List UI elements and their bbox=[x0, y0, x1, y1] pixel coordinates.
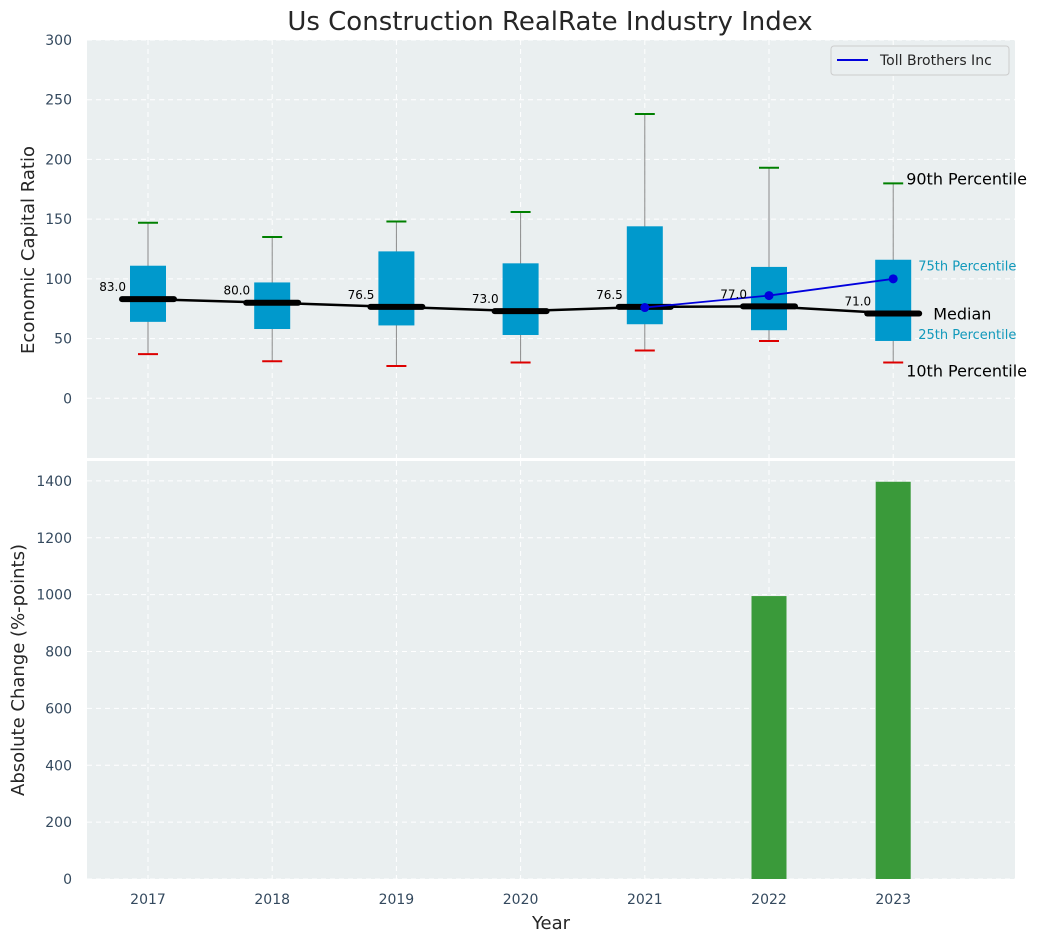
legend-box bbox=[830, 45, 1010, 76]
series-point bbox=[888, 274, 898, 284]
top-y-tick-label: 300 bbox=[45, 33, 72, 49]
iqr-box bbox=[130, 265, 166, 322]
median-line bbox=[147, 297, 894, 315]
top-y-tick-label: 100 bbox=[45, 272, 72, 288]
x-axis-title: Year bbox=[531, 913, 571, 934]
x-tick-label: 2017 bbox=[130, 892, 166, 908]
change-bars bbox=[751, 481, 911, 879]
x-tick-labels: 2017 2018 2019 2020 2021 2022 2023 bbox=[130, 892, 911, 908]
bottom-y-tick-label: 800 bbox=[45, 645, 72, 661]
top-y-tick-label: 150 bbox=[45, 212, 72, 228]
bottom-y-tick-labels: 0 200 400 600 800 1000 1200 1400 bbox=[36, 474, 72, 888]
top-panel-background bbox=[87, 40, 1015, 458]
bottom-y-tick-label: 0 bbox=[63, 872, 72, 888]
x-tick-label: 2023 bbox=[875, 892, 911, 908]
bottom-y-tick-label: 1000 bbox=[36, 588, 72, 604]
chart-title: Us Construction RealRate Industry Index bbox=[287, 7, 812, 37]
change-bar bbox=[875, 481, 911, 879]
median-value-label: 73.0 bbox=[472, 292, 499, 306]
median-value-label: 77.0 bbox=[720, 287, 747, 301]
median-value-label: 76.5 bbox=[596, 288, 623, 302]
iqr-box bbox=[875, 259, 912, 341]
bottom-y-axis-title: Absolute Change (%-points) bbox=[8, 544, 29, 796]
bottom-y-tick-label: 1200 bbox=[36, 531, 72, 547]
top-y-tick-label: 200 bbox=[45, 152, 72, 168]
x-tick-label: 2021 bbox=[627, 892, 663, 908]
annotation-p25: 25th Percentile bbox=[918, 328, 1016, 343]
series-point bbox=[764, 291, 774, 301]
x-tick-label: 2020 bbox=[503, 892, 539, 908]
top-y-tick-labels: 0 50 100 150 200 250 300 bbox=[45, 33, 72, 407]
legend-label: Toll Brothers Inc bbox=[879, 53, 992, 69]
iqr-box bbox=[502, 263, 539, 335]
bottom-y-tick-label: 1400 bbox=[36, 474, 72, 490]
annotation-p75: 75th Percentile bbox=[918, 260, 1016, 275]
median-value-label: 83.0 bbox=[99, 280, 126, 294]
annotation-p10: 10th Percentile bbox=[906, 361, 1027, 380]
annotation-median: Median bbox=[933, 304, 991, 323]
top-panel: 0 50 100 150 200 250 300 83.0 80.0 76.5 73.0 76.5 7… bbox=[18, 33, 1027, 458]
bottom-panel-background bbox=[87, 461, 1015, 879]
change-bar bbox=[751, 596, 787, 879]
bottom-y-tick-label: 200 bbox=[45, 815, 72, 831]
median-value-labels: 83.0 80.0 76.5 73.0 76.5 77.0 71.0 bbox=[99, 280, 871, 308]
median-value-label: 71.0 bbox=[844, 294, 871, 308]
median-trend bbox=[147, 297, 894, 315]
median-value-label: 76.5 bbox=[348, 288, 375, 302]
top-y-tick-label: 50 bbox=[54, 332, 72, 348]
median-value-label: 80.0 bbox=[223, 284, 250, 298]
top-y-tick-label: 0 bbox=[63, 391, 72, 407]
top-y-axis-title: Economic Capital Ratio bbox=[18, 146, 39, 354]
x-tick-label: 2019 bbox=[379, 892, 415, 908]
bottom-y-tick-label: 600 bbox=[45, 701, 72, 717]
annotation-p90: 90th Percentile bbox=[906, 169, 1027, 188]
bottom-y-tick-label: 400 bbox=[45, 758, 72, 774]
iqr-box bbox=[378, 251, 415, 326]
x-tick-label: 2022 bbox=[751, 892, 787, 908]
x-tick-label: 2018 bbox=[254, 892, 290, 908]
toll-brothers-series bbox=[640, 274, 898, 313]
top-y-tick-label: 250 bbox=[45, 93, 72, 109]
series-point bbox=[640, 303, 650, 313]
percentile-annotations: 90th Percentile 75th Percentile Median 25th… bbox=[906, 169, 1027, 380]
legend: Toll Brothers Inc bbox=[830, 45, 1010, 76]
